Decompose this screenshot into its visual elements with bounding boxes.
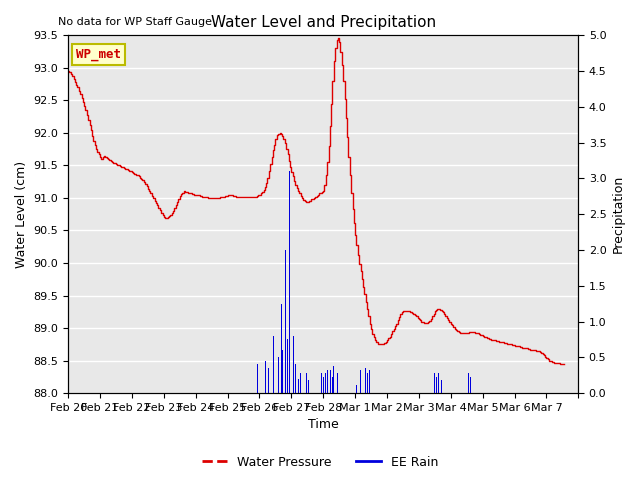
Bar: [298, 379, 299, 393]
Bar: [295, 364, 296, 393]
Bar: [434, 373, 435, 393]
Bar: [358, 380, 359, 393]
Bar: [330, 370, 331, 393]
Bar: [285, 250, 286, 393]
Bar: [300, 373, 301, 393]
Bar: [289, 171, 290, 393]
Bar: [438, 373, 439, 393]
Bar: [466, 370, 467, 393]
Bar: [273, 336, 274, 393]
Bar: [282, 350, 283, 393]
Bar: [360, 370, 361, 393]
Bar: [327, 370, 328, 393]
Text: No data for WP Staff Gauge: No data for WP Staff Gauge: [58, 17, 212, 27]
Bar: [356, 384, 357, 393]
Y-axis label: Water Level (cm): Water Level (cm): [15, 161, 28, 268]
Bar: [363, 377, 364, 393]
Bar: [325, 373, 326, 393]
X-axis label: Time: Time: [308, 419, 339, 432]
Title: Water Level and Precipitation: Water Level and Precipitation: [211, 15, 436, 30]
Y-axis label: Precipitation: Precipitation: [612, 175, 625, 253]
Bar: [335, 171, 337, 393]
Bar: [369, 370, 370, 393]
Bar: [265, 361, 266, 393]
Bar: [308, 380, 309, 393]
Bar: [306, 373, 307, 393]
Bar: [332, 377, 333, 393]
Legend: Water Pressure, EE Rain: Water Pressure, EE Rain: [196, 451, 444, 474]
Bar: [257, 364, 259, 393]
Bar: [441, 380, 442, 393]
Bar: [323, 377, 324, 393]
Bar: [268, 368, 269, 393]
Bar: [333, 366, 334, 393]
Bar: [278, 357, 279, 393]
Bar: [328, 380, 330, 393]
Bar: [260, 373, 262, 393]
Text: WP_met: WP_met: [76, 48, 121, 61]
Bar: [337, 373, 338, 393]
Bar: [281, 304, 282, 393]
Bar: [470, 377, 471, 393]
Bar: [321, 373, 322, 393]
